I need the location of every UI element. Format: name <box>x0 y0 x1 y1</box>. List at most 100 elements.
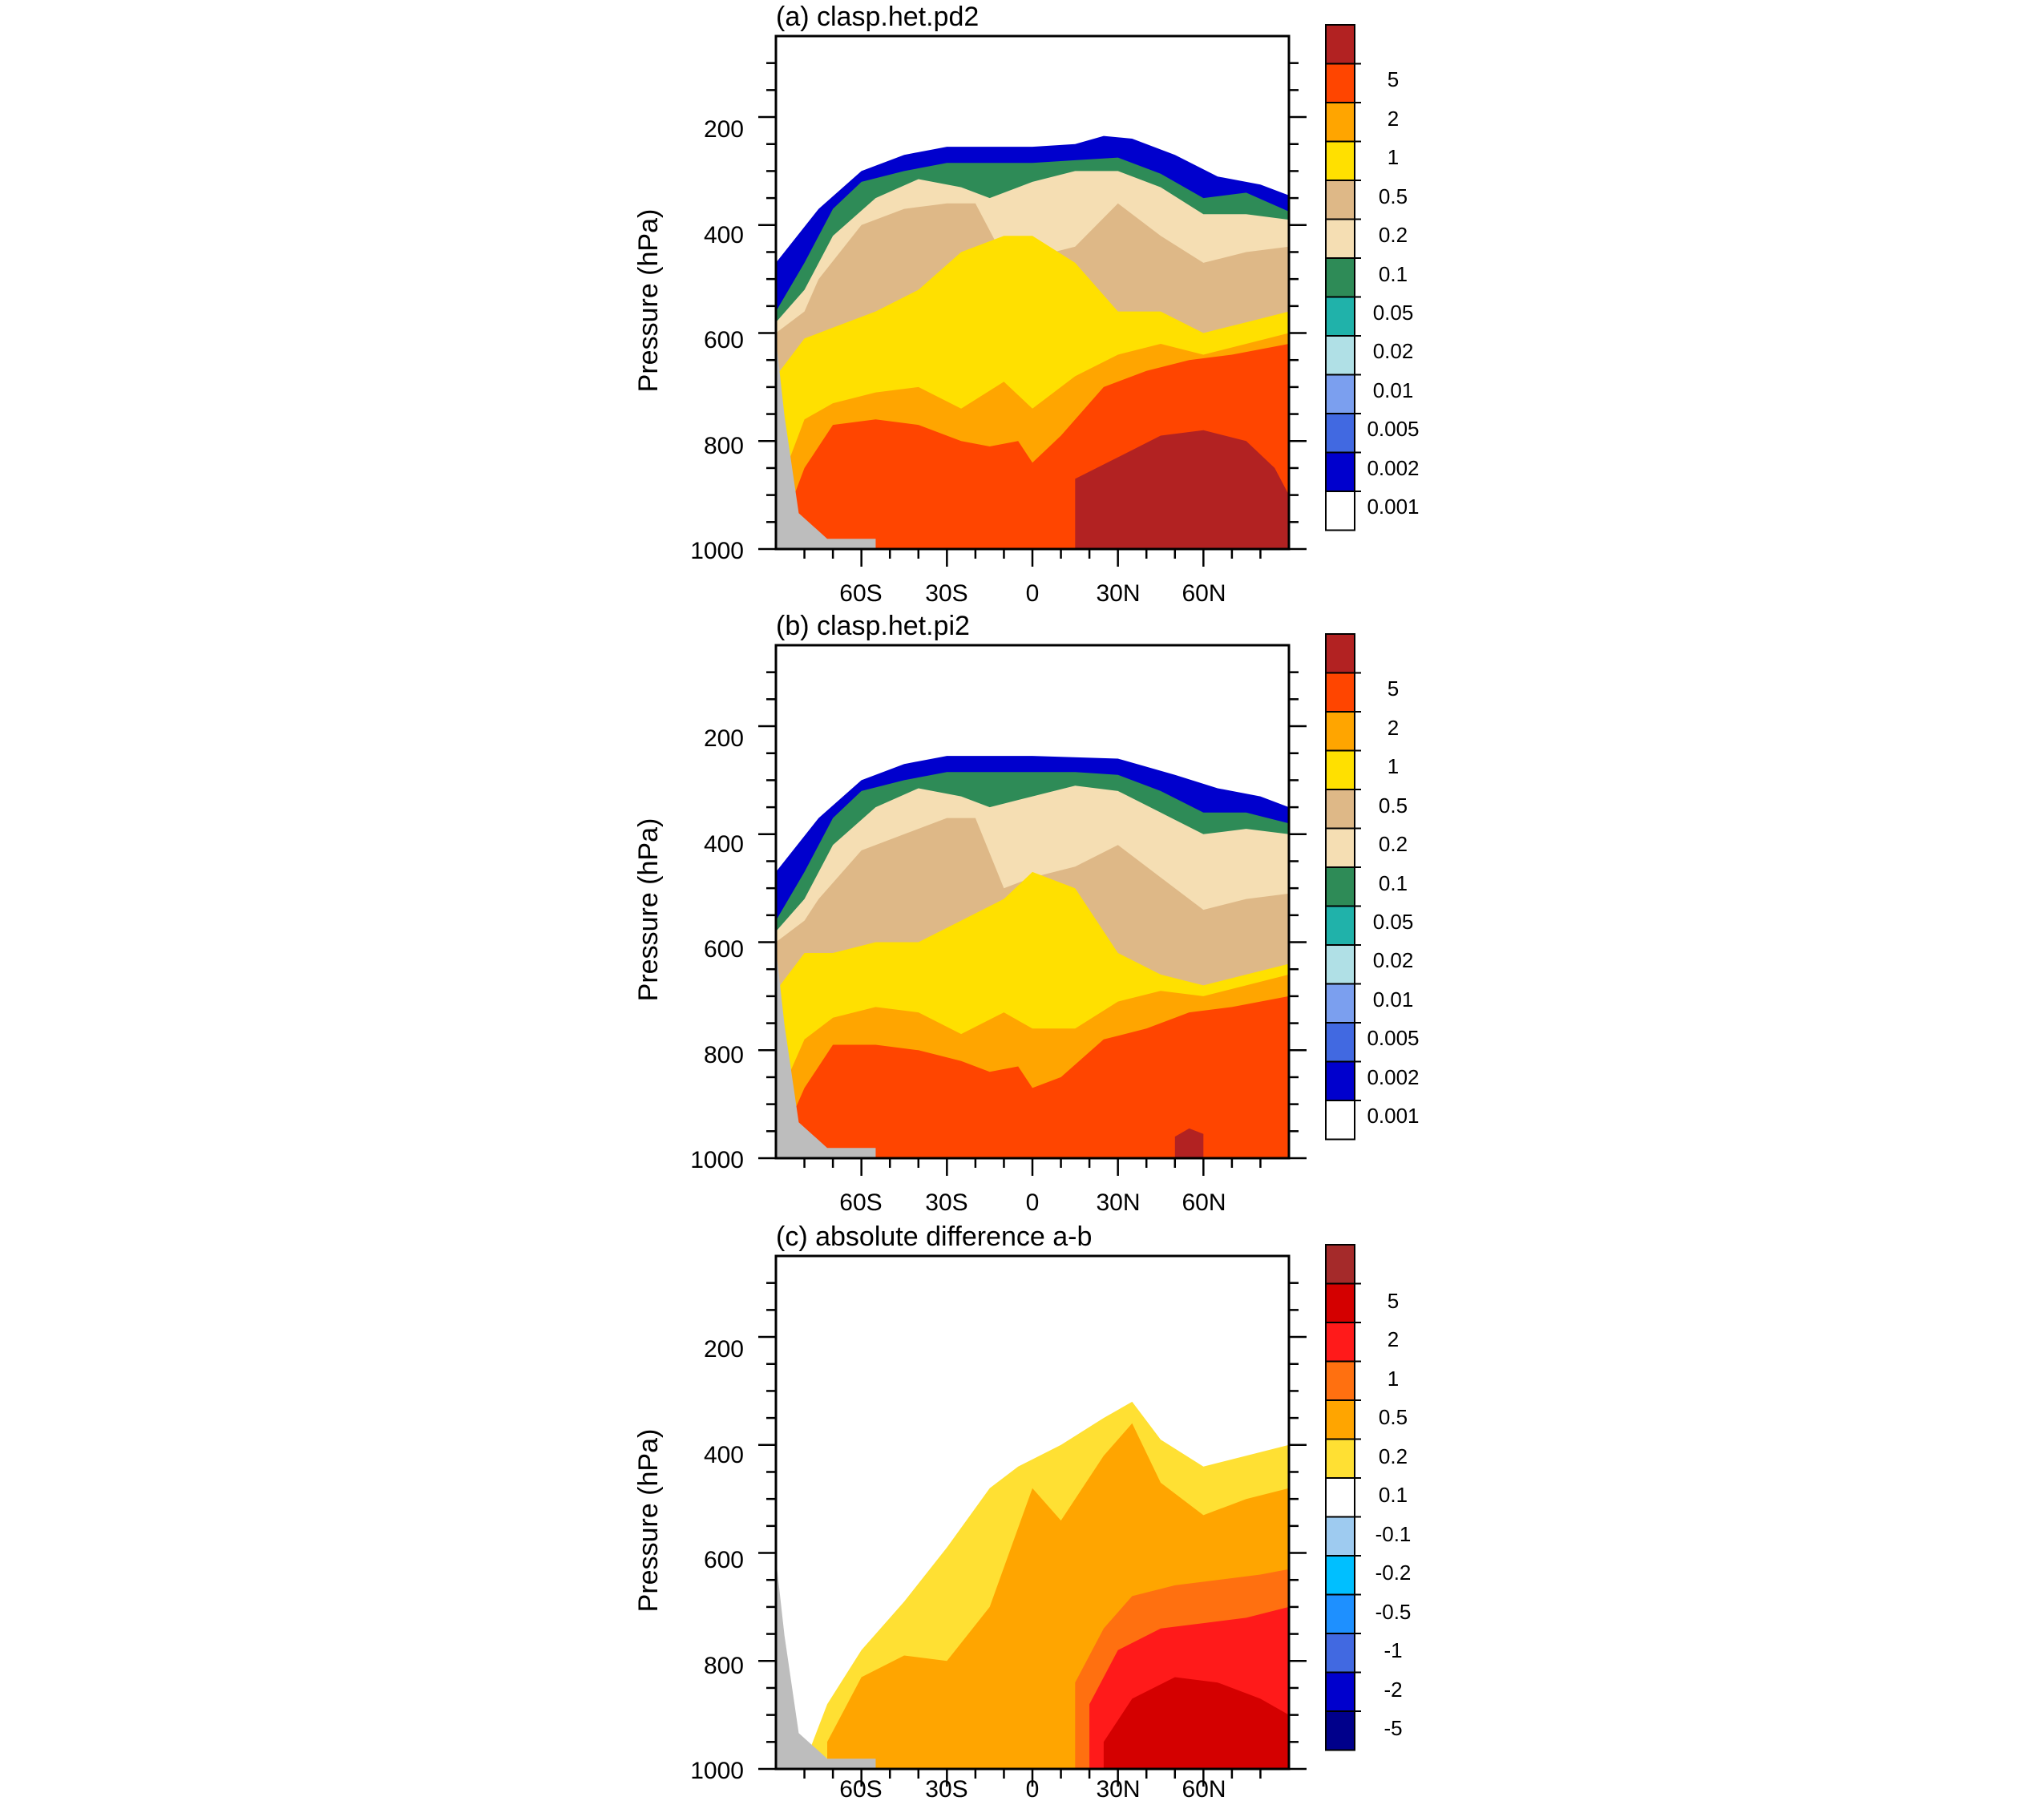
colorbar-label: 5 <box>1388 67 1399 91</box>
colorbar-label: 0.02 <box>1373 948 1414 972</box>
x-tick-label: 30S <box>925 1189 967 1216</box>
colorbar-label: 0.002 <box>1367 456 1419 480</box>
colorbar-swatch <box>1325 1633 1355 1674</box>
colorbar-swatch <box>1325 905 1355 946</box>
panel-a-y-ticks: 200 400 600 800 1000 <box>690 116 744 564</box>
colorbar-label: -1 <box>1384 1638 1402 1662</box>
x-tick-label: 30N <box>1096 1776 1140 1803</box>
y-tick-label: 1000 <box>690 1758 744 1784</box>
y-tick-label: 600 <box>704 936 744 963</box>
colorbar-label: 1 <box>1388 754 1399 778</box>
colorbar-label: 0.1 <box>1379 262 1408 286</box>
colorbar-label: 0.002 <box>1367 1065 1419 1089</box>
colorbar-swatch <box>1325 789 1355 830</box>
panel-b-x-ticks: 60S 30S 0 30N 60N <box>839 1189 1226 1216</box>
colorbar-label: 1 <box>1388 145 1399 169</box>
colorbar-swatch <box>1325 633 1355 674</box>
colorbar-label: 0.2 <box>1379 832 1408 856</box>
x-tick-label: 30S <box>925 580 967 607</box>
y-tick-label: 1000 <box>690 1147 744 1173</box>
colorbar-label: 0.005 <box>1367 417 1419 441</box>
colorbar-label: -5 <box>1384 1716 1402 1740</box>
terrain-mask <box>776 1558 876 1769</box>
colorbar-swatch <box>1325 827 1355 868</box>
panel-c-y-axis-label: Pressure (hPa) <box>633 1429 664 1613</box>
colorbar-swatch <box>1325 1399 1355 1440</box>
panel-a-colorbar: 5 2 1 0.5 0.2 0.1 0.05 0.02 0.01 0.005 0… <box>1325 24 1420 531</box>
colorbar-swatch <box>1325 218 1355 259</box>
panel-c-colorbar: 5 2 1 0.5 0.2 0.1 -0.1 -0.2 -0.5 -1 -2 -… <box>1325 1244 1412 1751</box>
colorbar-swatch <box>1325 451 1355 492</box>
colorbar-swatch <box>1325 1022 1355 1063</box>
x-tick-label: 60N <box>1182 580 1226 607</box>
colorbar-label: 0.02 <box>1373 339 1414 363</box>
panel-a-title: (a) clasp.het.pd2 <box>776 2 979 32</box>
colorbar-label: 0.2 <box>1379 223 1408 247</box>
panel-c-title: (c) absolute difference a-b <box>776 1222 1092 1252</box>
x-tick-label: 30N <box>1096 1189 1140 1216</box>
y-tick-label: 200 <box>704 116 744 143</box>
colorbar-label: 2 <box>1388 1327 1399 1351</box>
colorbar-label: -0.2 <box>1375 1561 1412 1585</box>
colorbar-swatch <box>1325 413 1355 454</box>
colorbar-label: 1 <box>1388 1367 1399 1391</box>
colorbar-label: 0.1 <box>1379 1483 1408 1507</box>
contour-band <box>1075 430 1289 549</box>
x-tick-label: 60N <box>1182 1776 1226 1803</box>
colorbar-label: 5 <box>1388 676 1399 701</box>
colorbar-swatch <box>1325 491 1355 531</box>
panel-a-y-axis-label: Pressure (hPa) <box>633 209 664 393</box>
colorbar-label: 0.001 <box>1367 1104 1419 1128</box>
colorbar-swatch <box>1325 1593 1355 1634</box>
panel-a: (a) clasp.het.pd2 Pressure (hPa) 200 400… <box>633 2 1420 607</box>
colorbar-swatch <box>1325 24 1355 65</box>
y-tick-label: 400 <box>704 222 744 248</box>
colorbar-label: -0.1 <box>1375 1522 1412 1546</box>
colorbar-swatch <box>1325 374 1355 414</box>
panel-b-colorbar: 5 2 1 0.5 0.2 0.1 0.05 0.02 0.01 0.005 0… <box>1325 633 1420 1141</box>
y-tick-label: 400 <box>704 831 744 858</box>
colorbar-swatch <box>1325 672 1355 713</box>
panel-b: (b) clasp.het.pi2 Pressure (hPa) 200 400… <box>633 611 1420 1216</box>
colorbar-label: 0.5 <box>1379 793 1408 818</box>
colorbar-swatch <box>1325 140 1355 181</box>
colorbar-label: 0.01 <box>1373 378 1414 402</box>
x-tick-label: 30S <box>925 1776 967 1803</box>
panel-b-plot-area <box>758 644 1307 1176</box>
contour-band <box>1103 1677 1289 1769</box>
panel-c-plot-area <box>758 1254 1307 1787</box>
panel-a-plot-area <box>758 34 1307 567</box>
x-tick-label: 0 <box>1026 1776 1040 1803</box>
colorbar-swatch <box>1325 1060 1355 1101</box>
colorbar-label: -0.5 <box>1375 1600 1412 1624</box>
colorbar-label: 5 <box>1388 1289 1399 1313</box>
colorbar-label: 0.5 <box>1379 184 1408 208</box>
colorbar-swatch <box>1325 1555 1355 1596</box>
colorbar-swatch <box>1325 749 1355 790</box>
terrain-mask <box>776 947 876 1158</box>
colorbar-label: 0.005 <box>1367 1026 1419 1050</box>
y-tick-label: 800 <box>704 433 744 459</box>
colorbar-swatch <box>1325 1516 1355 1557</box>
colorbar-swatch <box>1325 1322 1355 1363</box>
x-tick-label: 60S <box>839 580 882 607</box>
contour-band <box>776 995 1289 1158</box>
colorbar-label: 2 <box>1388 716 1399 740</box>
colorbar-swatch <box>1325 866 1355 907</box>
colorbar-swatch <box>1325 102 1355 143</box>
colorbar-swatch <box>1325 180 1355 220</box>
colorbar-swatch <box>1325 63 1355 103</box>
panel-c: (c) absolute difference a-b Pressure (hP… <box>633 1222 1411 1803</box>
colorbar-label: 0.01 <box>1373 987 1414 1012</box>
colorbar-swatch <box>1325 944 1355 985</box>
terrain-mask <box>776 338 876 549</box>
colorbar-label: 0.05 <box>1373 910 1414 934</box>
colorbar-label: 0.001 <box>1367 495 1419 519</box>
colorbar-swatch <box>1325 1710 1355 1751</box>
colorbar-swatch <box>1325 1671 1355 1712</box>
colorbar-swatch <box>1325 1282 1355 1323</box>
colorbar-label: 2 <box>1388 107 1399 131</box>
panel-b-title: (b) clasp.het.pi2 <box>776 611 970 641</box>
x-tick-label: 0 <box>1026 1189 1040 1216</box>
